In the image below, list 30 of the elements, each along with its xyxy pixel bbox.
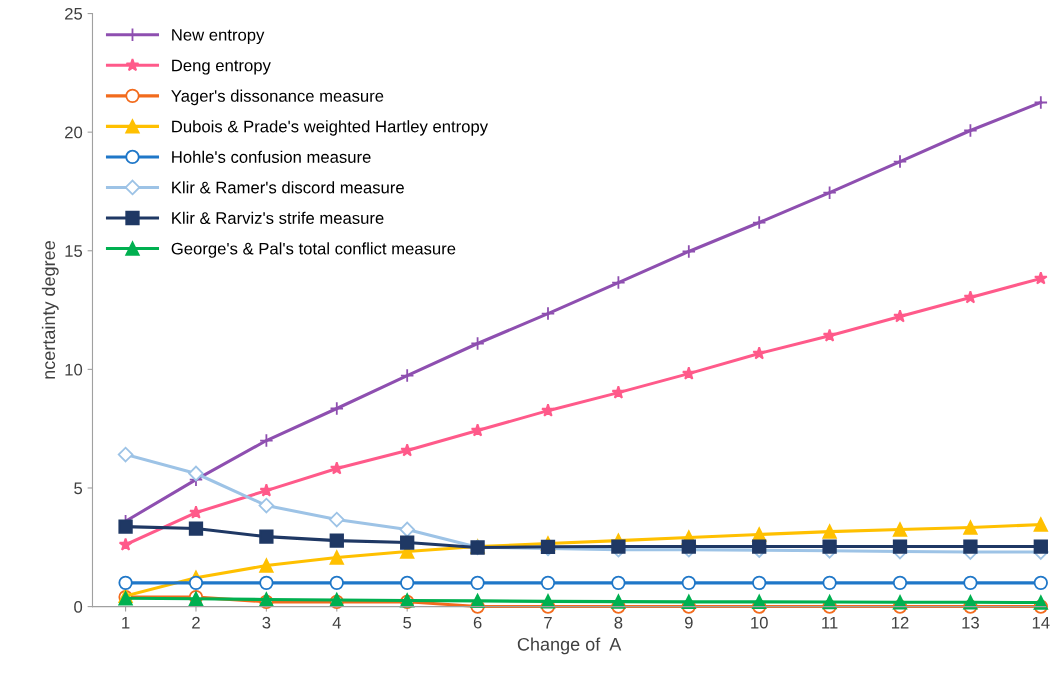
x-tick-label: 1 (122, 616, 130, 629)
x-tick-label: 13 (962, 616, 979, 629)
y-tick-label: 25 (65, 7, 83, 20)
x-tick-label: 5 (403, 616, 412, 629)
legend-label: George's & Pal's total conflict measure (171, 242, 456, 258)
x-tick-label: 9 (684, 616, 693, 629)
legend-label: Yager's dissonance measure (171, 89, 384, 106)
legend-label: Deng entropy (172, 59, 271, 75)
legend-label: Klir & Rarviz's strife measure (172, 211, 384, 224)
y-axis-title: ncertainty degree (41, 241, 59, 379)
legend-label: Hohle's confusion measure (172, 150, 371, 163)
x-tick-label: 4 (332, 616, 341, 629)
legend-label: Klir & Ramer's discord measure (172, 181, 404, 194)
y-tick-label: 10 (65, 363, 83, 376)
x-axis-title: Change of A (517, 637, 622, 655)
x-tick-label: 14 (1032, 616, 1050, 629)
y-tick-label: 20 (65, 126, 83, 139)
y-tick-label: 15 (65, 245, 83, 257)
x-tick-label: 3 (262, 616, 271, 629)
legend-label: Dubois & Prade's weighted Hartley entropy (172, 120, 489, 136)
legend-label: New entropy (172, 29, 265, 45)
x-tick-label: 2 (192, 616, 200, 629)
x-tick-label: 8 (614, 616, 623, 629)
x-tick-label: 12 (892, 616, 909, 629)
x-tick-label: 11 (822, 616, 838, 629)
x-tick-label: 7 (544, 616, 552, 629)
y-tick-label: 0 (74, 600, 83, 613)
y-tick-label: 5 (74, 482, 83, 495)
x-tick-label: 10 (751, 616, 768, 629)
x-tick-label: 6 (473, 616, 482, 629)
